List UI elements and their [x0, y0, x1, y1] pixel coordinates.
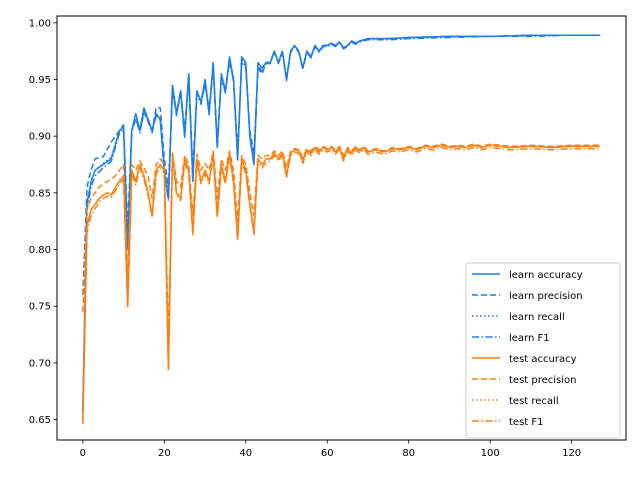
x-tick-label: 100 — [481, 448, 500, 459]
x-tick-label: 40 — [239, 448, 252, 459]
legend-label-test-recall: test recall — [509, 396, 559, 407]
legend-label-test-f1: test F1 — [509, 417, 544, 428]
legend-label-learn-accuracy: learn accuracy — [509, 270, 583, 281]
legend-label-learn-f1: learn F1 — [509, 333, 550, 344]
y-tick-label: 0.90 — [29, 132, 51, 143]
series-line-test-f1 — [82, 146, 601, 425]
y-tick-label: 0.65 — [29, 415, 51, 426]
y-tick-label: 0.70 — [29, 358, 51, 369]
x-tick-label: 20 — [158, 448, 171, 459]
legend-frame — [465, 262, 621, 439]
legend-label-learn-recall: learn recall — [509, 312, 565, 323]
legend-label-learn-precision: learn precision — [509, 291, 583, 302]
x-tick-label: 60 — [321, 448, 334, 459]
series-line-learn-accuracy — [82, 34, 601, 409]
x-tick-label: 80 — [402, 448, 415, 459]
y-tick-label: 0.80 — [29, 245, 51, 256]
y-tick-label: 0.85 — [29, 188, 51, 199]
series-line-test-accuracy — [82, 144, 601, 420]
y-tick-label: 0.95 — [29, 75, 51, 86]
y-tick-label: 0.75 — [29, 302, 51, 313]
legend-label-test-accuracy: test accuracy — [509, 354, 577, 365]
x-tick-label: 120 — [562, 448, 581, 459]
x-tick-label: 0 — [80, 448, 86, 459]
series-line-test-precision — [82, 143, 601, 341]
y-tick-label: 1.00 — [29, 18, 51, 29]
legend-label-test-precision: test precision — [509, 375, 577, 386]
axis-layer: 0 20 40 60 80 100 120 0.65 0.70 0.75 0.80 0.85 0.90 0… — [29, 18, 581, 459]
series-line-learn-precision — [82, 34, 601, 295]
series-layer — [82, 34, 601, 425]
plot-frame — [56, 15, 627, 441]
legend: learn accuracy learn precision learn recal… — [465, 262, 621, 439]
